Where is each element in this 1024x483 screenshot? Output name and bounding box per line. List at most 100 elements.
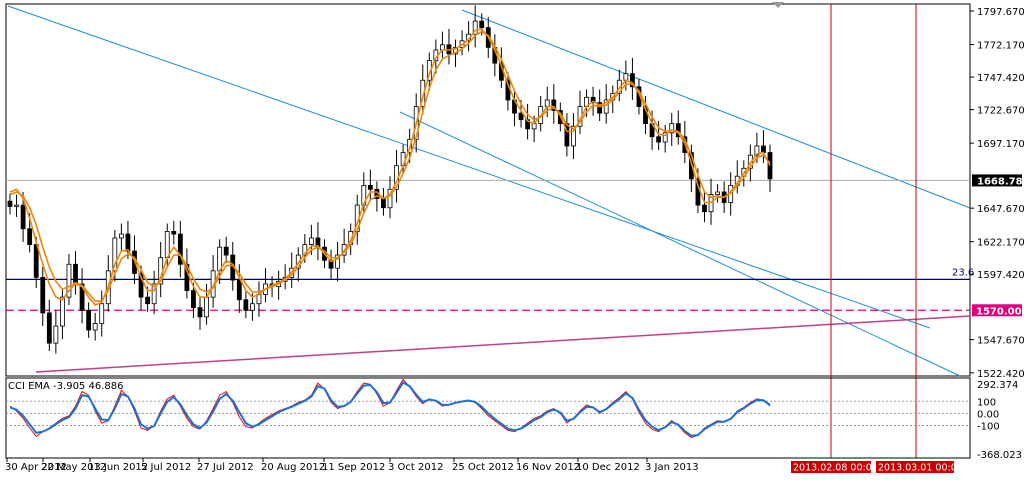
support-trend-line (35, 315, 971, 373)
candle-body (387, 188, 393, 209)
candle-body (335, 254, 340, 269)
candle-body (60, 296, 65, 327)
indicator-frame (5, 377, 971, 459)
ma-fast-line (9, 28, 771, 306)
candle-body (66, 263, 72, 298)
price-tick-label: 1772.170 (977, 41, 1024, 52)
candle-body (715, 191, 720, 196)
date-label: 13 Jun 2012 (88, 462, 148, 473)
price-tick-label: 1647.670 (977, 204, 1024, 215)
candle-body (138, 273, 144, 298)
candle-body (7, 200, 13, 207)
candle-body (603, 99, 609, 114)
candle-body (46, 312, 52, 344)
level-label: 23.6 (952, 267, 974, 278)
candle-body (702, 204, 707, 213)
indicator-tick-label: 0.00 (977, 409, 999, 420)
candle-body (118, 233, 124, 239)
channel-line-upper (461, 9, 971, 209)
ma-slow-line (9, 30, 771, 302)
candle-body (191, 290, 196, 309)
level-price-box (972, 304, 1022, 317)
candle-body (177, 233, 183, 265)
main-frame (5, 3, 971, 377)
candle-body (518, 112, 524, 121)
candle-body (295, 254, 301, 269)
level-price-label: 1570.000 (976, 306, 1024, 317)
candle-body (662, 132, 668, 143)
candle-body (590, 96, 596, 103)
future-date-box (876, 461, 954, 473)
candle-body (761, 145, 766, 153)
candle-body (479, 20, 485, 29)
date-label: 10 Dec 2012 (576, 462, 640, 473)
candle-body (171, 231, 177, 235)
candle-body (86, 309, 92, 331)
candle-body (92, 323, 98, 331)
candle-body (544, 99, 550, 107)
current-price-box (972, 174, 1022, 187)
candle-body (40, 277, 46, 314)
candle-body (675, 123, 681, 138)
candle-body (204, 296, 209, 318)
indicator-tick-label: -100 (977, 422, 1000, 433)
indicator-tick-label: 292.374 (977, 380, 1018, 391)
future-date-label: 2013.02.08 00:00 (793, 463, 878, 474)
candle-body (79, 283, 85, 311)
candle-body (243, 299, 249, 311)
candle-body (250, 303, 255, 311)
candle-body (151, 283, 157, 305)
price-tick-label: 1622.170 (977, 238, 1024, 249)
indicator-panel (5, 377, 971, 459)
candle-body (125, 233, 131, 252)
candle-body (472, 20, 478, 35)
date-label: 22 May 2012 (41, 462, 106, 473)
candle-body (99, 303, 105, 324)
candle-body (197, 307, 203, 318)
candle-body (73, 263, 78, 285)
axes-layer: 1797.670 1772.170 1747.420 1722.670 1697.170… (5, 7, 1024, 473)
price-tick-label: 1797.670 (977, 7, 1024, 18)
candle-body (308, 237, 314, 245)
channel-line-lower (399, 111, 961, 377)
future-date-label: 2013.03.01 00:00 (878, 463, 963, 474)
date-label: 5 Jul 2012 (141, 462, 191, 473)
future-date-box (791, 461, 871, 473)
indicator-label: CCI EMA -3.905 46.886 (8, 381, 123, 392)
scroll-marker-icon (772, 2, 784, 8)
candle-body (53, 325, 59, 344)
indicator-tick-label: 100 (977, 397, 996, 408)
date-label: 16 Nov 2012 (516, 462, 580, 473)
candle-body (630, 73, 635, 88)
candle-body (14, 204, 19, 207)
date-label: 20 Aug 2012 (261, 462, 325, 473)
candle-body (112, 237, 118, 272)
date-label: 30 Apr 2012 (5, 462, 67, 473)
candle-body (223, 246, 229, 256)
main-price-panel: 23.6 (5, 2, 974, 458)
price-tick-label: 1547.670 (977, 336, 1024, 347)
price-tick-label: 1722.670 (977, 106, 1024, 117)
candle-body (367, 184, 373, 190)
candle-body (669, 123, 675, 134)
candle-body (164, 231, 170, 259)
channel-line-outer (7, 5, 931, 329)
candle-body (236, 279, 242, 301)
candle-body (623, 73, 629, 81)
candle-body (145, 296, 150, 305)
candle-body (571, 125, 576, 147)
date-label: 11 Sep 2012 (322, 462, 385, 473)
price-tick-label: 1597.420 (977, 270, 1024, 281)
candle-body (597, 102, 603, 114)
candle-body (328, 259, 334, 269)
date-label: 27 Jul 2012 (197, 462, 254, 473)
candle-body (20, 204, 26, 230)
candle-body (381, 198, 386, 209)
price-tick-label: 1747.420 (977, 73, 1024, 84)
current-price-label: 1668.780 (977, 176, 1024, 187)
cci-ema-line (9, 381, 771, 437)
price-tick-label: 1697.170 (977, 139, 1024, 150)
date-label: 3 Jan 2013 (645, 462, 699, 473)
